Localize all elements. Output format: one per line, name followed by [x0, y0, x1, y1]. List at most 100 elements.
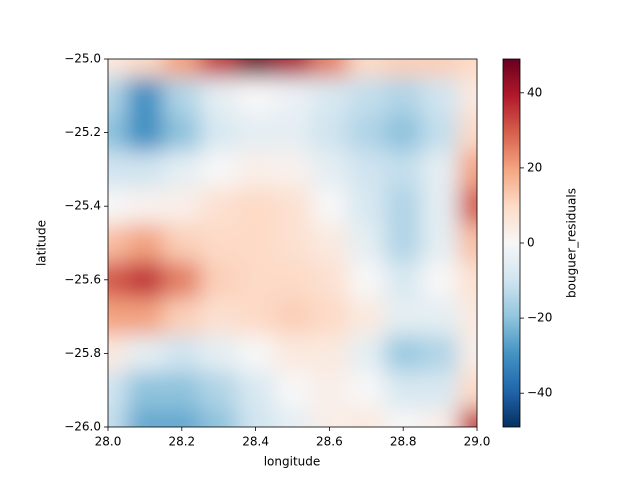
- heat-cell: [237, 371, 275, 410]
- heat-cell: [458, 114, 477, 152]
- heat-cell: [108, 224, 127, 262]
- heat-cell: [274, 187, 312, 226]
- heat-cell: [347, 408, 386, 427]
- heat-cell: [200, 59, 238, 78]
- heat-cell: [347, 371, 386, 410]
- y-tick-label: −26.0: [64, 420, 101, 434]
- heatmap: [108, 59, 477, 427]
- heat-cell: [163, 77, 201, 115]
- heat-cell: [384, 371, 423, 410]
- colorbar: [502, 58, 521, 428]
- heat-cell: [108, 408, 127, 427]
- heat-cell: [458, 77, 477, 115]
- heat-cell: [126, 77, 164, 115]
- heat-cell: [126, 59, 164, 78]
- heat-cell: [384, 261, 423, 299]
- heat-cell: [347, 335, 386, 373]
- heat-cell: [274, 408, 312, 427]
- heat-cell: [200, 371, 238, 410]
- colorbar-tick-label: 20: [527, 160, 542, 174]
- heat-cell: [126, 151, 164, 189]
- y-tick-label: −25.8: [64, 346, 101, 360]
- heat-cell: [310, 77, 349, 115]
- heat-cell: [163, 151, 201, 189]
- heat-cell: [237, 77, 275, 115]
- heat-cell: [200, 77, 238, 115]
- plot-frame: [107, 58, 478, 428]
- heat-cell: [347, 298, 386, 336]
- heat-cell: [458, 408, 477, 427]
- heat-cell: [126, 114, 164, 152]
- colorbar-tick-label: 40: [527, 85, 542, 99]
- heat-cell: [384, 224, 423, 262]
- heat-cell: [421, 59, 460, 78]
- x-tick-label: 28.6: [316, 435, 343, 449]
- heat-cell: [347, 187, 386, 226]
- heat-cell: [421, 261, 460, 299]
- heat-cell: [384, 187, 423, 226]
- heat-cell: [126, 187, 164, 226]
- x-tick-label: 28.2: [168, 435, 195, 449]
- heat-cell: [108, 335, 127, 373]
- heat-cell: [310, 261, 349, 299]
- heat-cell: [458, 151, 477, 189]
- heat-cell: [163, 114, 201, 152]
- heat-cell: [274, 298, 312, 336]
- heat-cell: [384, 151, 423, 189]
- heat-cell: [421, 298, 460, 336]
- heat-cell: [421, 77, 460, 115]
- heat-cell: [458, 59, 477, 78]
- heat-cell: [421, 224, 460, 262]
- heat-cell: [237, 187, 275, 226]
- heat-cell: [274, 59, 312, 78]
- heat-cell: [347, 77, 386, 115]
- heat-cell: [163, 371, 201, 410]
- heat-cell: [200, 261, 238, 299]
- heat-cell: [310, 187, 349, 226]
- heat-cell: [274, 224, 312, 262]
- heat-cell: [108, 59, 127, 78]
- heat-cell: [163, 59, 201, 78]
- heat-cell: [237, 151, 275, 189]
- heat-cell: [310, 151, 349, 189]
- heat-cell: [274, 77, 312, 115]
- colorbar-tick-label: −40: [527, 386, 552, 400]
- heat-cell: [108, 77, 127, 115]
- heat-cell: [421, 114, 460, 152]
- heat-cell: [200, 151, 238, 189]
- heat-cell: [347, 261, 386, 299]
- heat-cell: [237, 298, 275, 336]
- x-tick-label: 29.0: [464, 435, 491, 449]
- heat-cell: [200, 298, 238, 336]
- heat-cell: [108, 151, 127, 189]
- heat-cell: [458, 298, 477, 336]
- heat-cell: [458, 261, 477, 299]
- heat-cell: [163, 261, 201, 299]
- heat-cell: [108, 114, 127, 152]
- heat-cell: [237, 408, 275, 427]
- heat-cell: [384, 408, 423, 427]
- heat-cell: [458, 335, 477, 373]
- heat-cell: [274, 261, 312, 299]
- x-axis-label: longitude: [264, 455, 321, 469]
- heat-cell: [310, 408, 349, 427]
- heat-cell: [384, 298, 423, 336]
- y-tick-label: −25.4: [64, 199, 101, 213]
- heat-cell: [163, 224, 201, 262]
- heat-cell: [200, 224, 238, 262]
- heat-cell: [274, 335, 312, 373]
- heat-cell: [310, 59, 349, 78]
- heat-cell: [237, 59, 275, 78]
- x-tick-label: 28.0: [95, 435, 122, 449]
- heat-cell: [384, 59, 423, 78]
- heat-cell: [163, 335, 201, 373]
- heat-cell: [200, 187, 238, 226]
- heat-cell: [126, 261, 164, 299]
- heat-cell: [421, 335, 460, 373]
- heat-cell: [126, 371, 164, 410]
- colorbar-tick-label: 0: [527, 236, 535, 250]
- x-tick-label: 28.4: [242, 435, 269, 449]
- colorbar-tick-label: −20: [527, 311, 552, 325]
- heat-cell: [347, 224, 386, 262]
- heat-cell: [310, 298, 349, 336]
